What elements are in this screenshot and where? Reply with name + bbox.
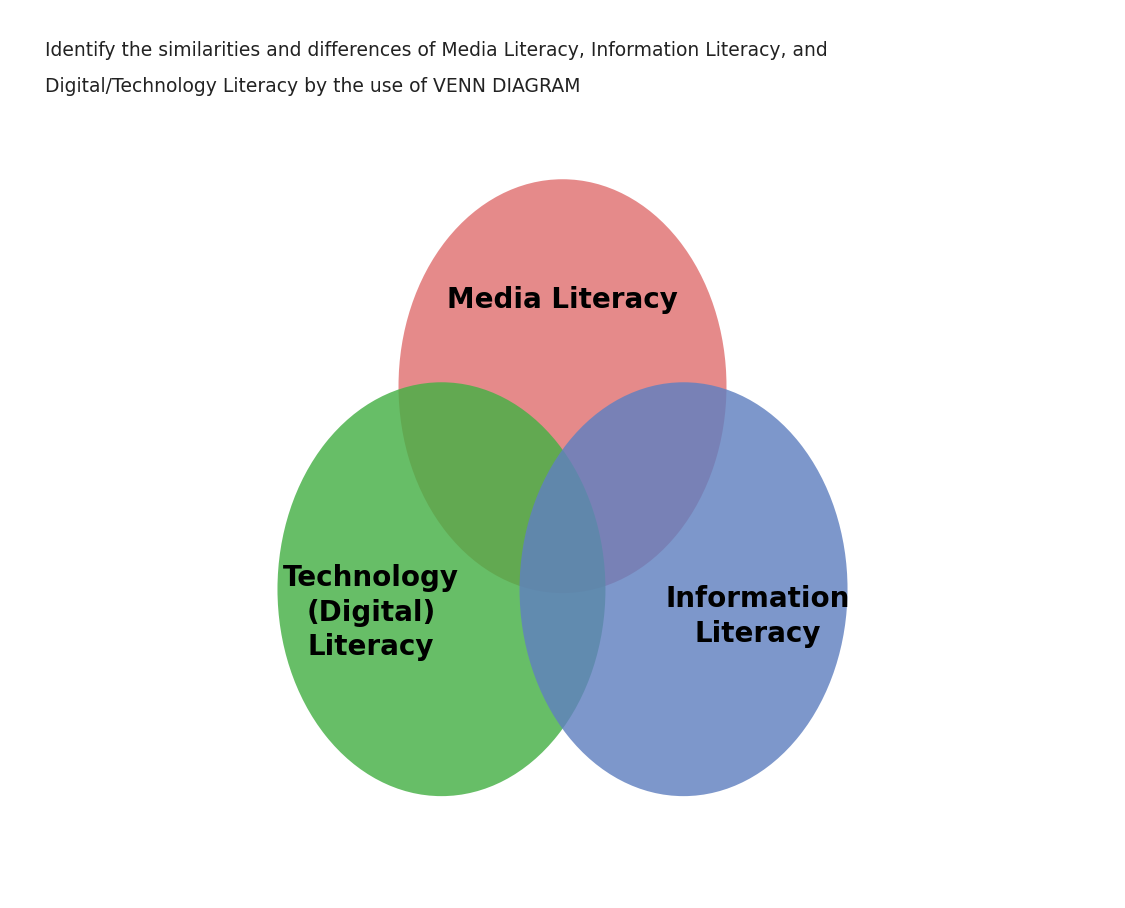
Ellipse shape xyxy=(520,382,847,796)
Ellipse shape xyxy=(398,179,727,593)
Text: Digital/Technology Literacy by the use of VENN DIAGRAM: Digital/Technology Literacy by the use o… xyxy=(45,77,580,96)
Ellipse shape xyxy=(278,382,605,796)
Text: Information
Literacy: Information Literacy xyxy=(666,586,849,647)
Text: Technology
(Digital)
Literacy: Technology (Digital) Literacy xyxy=(284,564,459,661)
Text: Identify the similarities and differences of Media Literacy, Information Literac: Identify the similarities and difference… xyxy=(45,41,828,60)
Text: Media Literacy: Media Literacy xyxy=(447,286,678,314)
